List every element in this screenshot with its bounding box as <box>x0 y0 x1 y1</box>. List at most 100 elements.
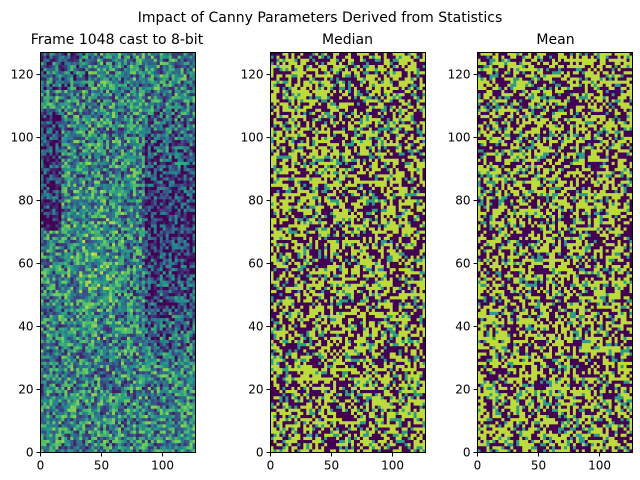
heatmap-cell <box>183 302 187 307</box>
heatmap-cell <box>82 283 86 288</box>
heatmap-cell <box>156 327 161 332</box>
heatmap-cell <box>141 280 146 285</box>
heatmap-cell <box>126 311 131 316</box>
heatmap-cell <box>120 99 125 103</box>
heatmap-cell <box>132 224 137 228</box>
heatmap-cell <box>112 299 116 303</box>
heatmap-cell <box>106 280 110 285</box>
heatmap-cell <box>129 111 134 116</box>
heatmap-cell <box>64 349 68 353</box>
heatmap-cell <box>120 205 125 210</box>
heatmap-cell <box>112 233 116 238</box>
heatmap-cell <box>88 311 92 316</box>
heatmap-cell <box>70 340 74 344</box>
heatmap-cell <box>147 190 152 194</box>
heatmap-cell <box>82 255 86 260</box>
heatmap-cell <box>129 121 134 125</box>
heatmap-cell <box>61 330 65 335</box>
heatmap-cell <box>162 143 167 147</box>
heatmap-cell <box>79 83 83 88</box>
heatmap-cell <box>61 171 65 175</box>
heatmap-cell <box>85 68 89 72</box>
heatmap-cell <box>165 152 170 157</box>
heatmap-cell <box>67 205 71 210</box>
heatmap-cell <box>55 333 59 338</box>
heatmap-cell <box>106 180 110 185</box>
heatmap-cell <box>46 146 50 150</box>
heatmap-cell <box>162 283 167 288</box>
heatmap-cell <box>49 258 53 263</box>
heatmap-cell <box>88 243 92 247</box>
heatmap-cell <box>67 327 71 332</box>
heatmap-cell <box>70 146 74 150</box>
heatmap-cell <box>156 277 161 282</box>
heatmap-cell <box>70 52 74 57</box>
heatmap-cell <box>88 55 92 60</box>
heatmap-cell <box>103 230 107 235</box>
heatmap-cell <box>52 58 56 63</box>
heatmap-cell <box>79 96 83 100</box>
heatmap-cell <box>58 305 62 310</box>
heatmap-cell <box>112 308 116 313</box>
heatmap-cell <box>159 161 164 166</box>
heatmap-cell <box>97 340 101 344</box>
heatmap-cell <box>144 193 149 197</box>
heatmap-cell <box>150 105 155 110</box>
heatmap-cell <box>129 149 134 153</box>
heatmap-cell <box>58 58 62 63</box>
heatmap-cell <box>61 230 65 235</box>
heatmap-cell <box>79 208 83 213</box>
heatmap-cell <box>183 174 187 178</box>
heatmap-cell <box>85 221 89 225</box>
heatmap-cell <box>109 190 113 194</box>
heatmap-cell <box>106 205 110 210</box>
heatmap-cell <box>55 105 59 110</box>
heatmap-cell <box>162 161 167 166</box>
heatmap-cell <box>183 318 187 322</box>
heatmap-cell <box>106 55 110 60</box>
heatmap-cell <box>43 174 47 178</box>
heatmap-cell <box>40 218 44 222</box>
heatmap-cell <box>94 168 98 172</box>
heatmap-cell <box>79 152 83 157</box>
heatmap-cell <box>141 186 146 191</box>
heatmap-cell <box>112 133 116 138</box>
heatmap-cell <box>150 121 155 125</box>
heatmap-cell <box>159 111 164 116</box>
heatmap-cell <box>141 327 146 332</box>
heatmap-cell <box>183 58 187 63</box>
heatmap-cell <box>150 80 155 85</box>
heatmap-cell <box>91 243 95 247</box>
heatmap-frame <box>40 52 196 453</box>
heatmap-cell <box>64 215 68 219</box>
heatmap-cell <box>168 315 173 319</box>
heatmap-cell <box>156 233 161 238</box>
heatmap-cell <box>123 68 128 72</box>
heatmap-cell <box>118 261 122 266</box>
heatmap-cell <box>52 90 56 94</box>
heatmap-cell <box>186 296 190 300</box>
heatmap-cell <box>46 190 50 194</box>
heatmap-cell <box>109 277 113 282</box>
heatmap-cell <box>192 255 196 260</box>
heatmap-cell <box>70 140 74 144</box>
heatmap-cell <box>58 271 62 275</box>
heatmap-cell <box>118 93 122 97</box>
heatmap-cell <box>120 349 125 353</box>
heatmap-cell <box>70 283 74 288</box>
heatmap-cell <box>79 136 83 141</box>
heatmap-cell <box>174 280 179 285</box>
heatmap-cell <box>40 146 44 150</box>
heatmap-cell <box>115 111 119 116</box>
heatmap-cell <box>109 302 113 307</box>
heatmap-cell <box>73 252 77 257</box>
heatmap-cell <box>162 96 167 100</box>
heatmap-cell <box>144 308 149 313</box>
heatmap-cell <box>126 218 131 222</box>
heatmap-cell <box>73 74 77 78</box>
heatmap-cell <box>162 336 167 341</box>
heatmap-cell <box>88 215 92 219</box>
heatmap-cell <box>165 265 170 269</box>
heatmap-cell <box>156 240 161 244</box>
heatmap-cell <box>135 302 140 307</box>
